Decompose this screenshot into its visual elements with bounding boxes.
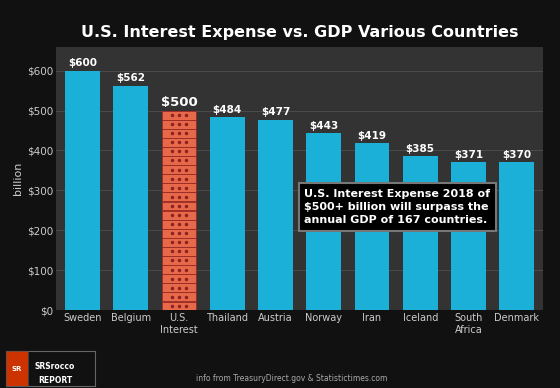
Text: REPORT: REPORT	[38, 376, 72, 385]
FancyBboxPatch shape	[162, 256, 196, 265]
FancyBboxPatch shape	[162, 211, 196, 220]
FancyBboxPatch shape	[162, 301, 196, 310]
Bar	[162, 111, 197, 310]
Bar	[403, 156, 437, 310]
Text: U.S. Interest Expense 2018 of
$500+ billion will surpass the
annual GDP of 167 c: U.S. Interest Expense 2018 of $500+ bill…	[305, 189, 491, 225]
Bar	[500, 163, 534, 310]
Bar	[114, 86, 148, 310]
Bar	[306, 133, 341, 310]
FancyBboxPatch shape	[162, 111, 196, 120]
FancyBboxPatch shape	[162, 129, 196, 138]
Bar	[210, 117, 245, 310]
Text: $370: $370	[502, 150, 531, 160]
FancyBboxPatch shape	[162, 220, 196, 229]
FancyBboxPatch shape	[162, 156, 196, 165]
Text: $385: $385	[405, 144, 435, 154]
FancyBboxPatch shape	[162, 265, 196, 274]
Text: SR: SR	[12, 365, 22, 372]
FancyBboxPatch shape	[162, 174, 196, 183]
FancyBboxPatch shape	[162, 192, 196, 201]
FancyBboxPatch shape	[162, 147, 196, 156]
Text: $371: $371	[454, 150, 483, 160]
FancyBboxPatch shape	[162, 138, 196, 147]
FancyBboxPatch shape	[162, 184, 196, 192]
Text: $484: $484	[213, 104, 242, 114]
Bar	[451, 162, 486, 310]
FancyBboxPatch shape	[162, 247, 196, 256]
FancyBboxPatch shape	[162, 165, 196, 174]
Text: $600: $600	[68, 58, 97, 68]
Bar	[258, 120, 293, 310]
FancyBboxPatch shape	[162, 202, 196, 210]
Bar	[354, 143, 389, 310]
Y-axis label: billion: billion	[13, 162, 23, 195]
FancyBboxPatch shape	[162, 229, 196, 238]
FancyBboxPatch shape	[162, 283, 196, 292]
Text: info from TreasuryDirect.gov & Statistictimes.com: info from TreasuryDirect.gov & Statistic…	[196, 374, 388, 383]
Text: $477: $477	[261, 107, 290, 117]
Bar	[65, 71, 100, 310]
Text: $443: $443	[309, 121, 338, 131]
Text: $562: $562	[116, 73, 145, 83]
Text: $500: $500	[161, 95, 197, 109]
Text: $419: $419	[357, 130, 386, 140]
Title: U.S. Interest Expense vs. GDP Various Countries: U.S. Interest Expense vs. GDP Various Co…	[81, 25, 519, 40]
FancyBboxPatch shape	[162, 238, 196, 247]
FancyBboxPatch shape	[162, 274, 196, 283]
Text: SRSrocco: SRSrocco	[35, 362, 75, 371]
FancyBboxPatch shape	[162, 120, 196, 129]
FancyBboxPatch shape	[162, 293, 196, 301]
